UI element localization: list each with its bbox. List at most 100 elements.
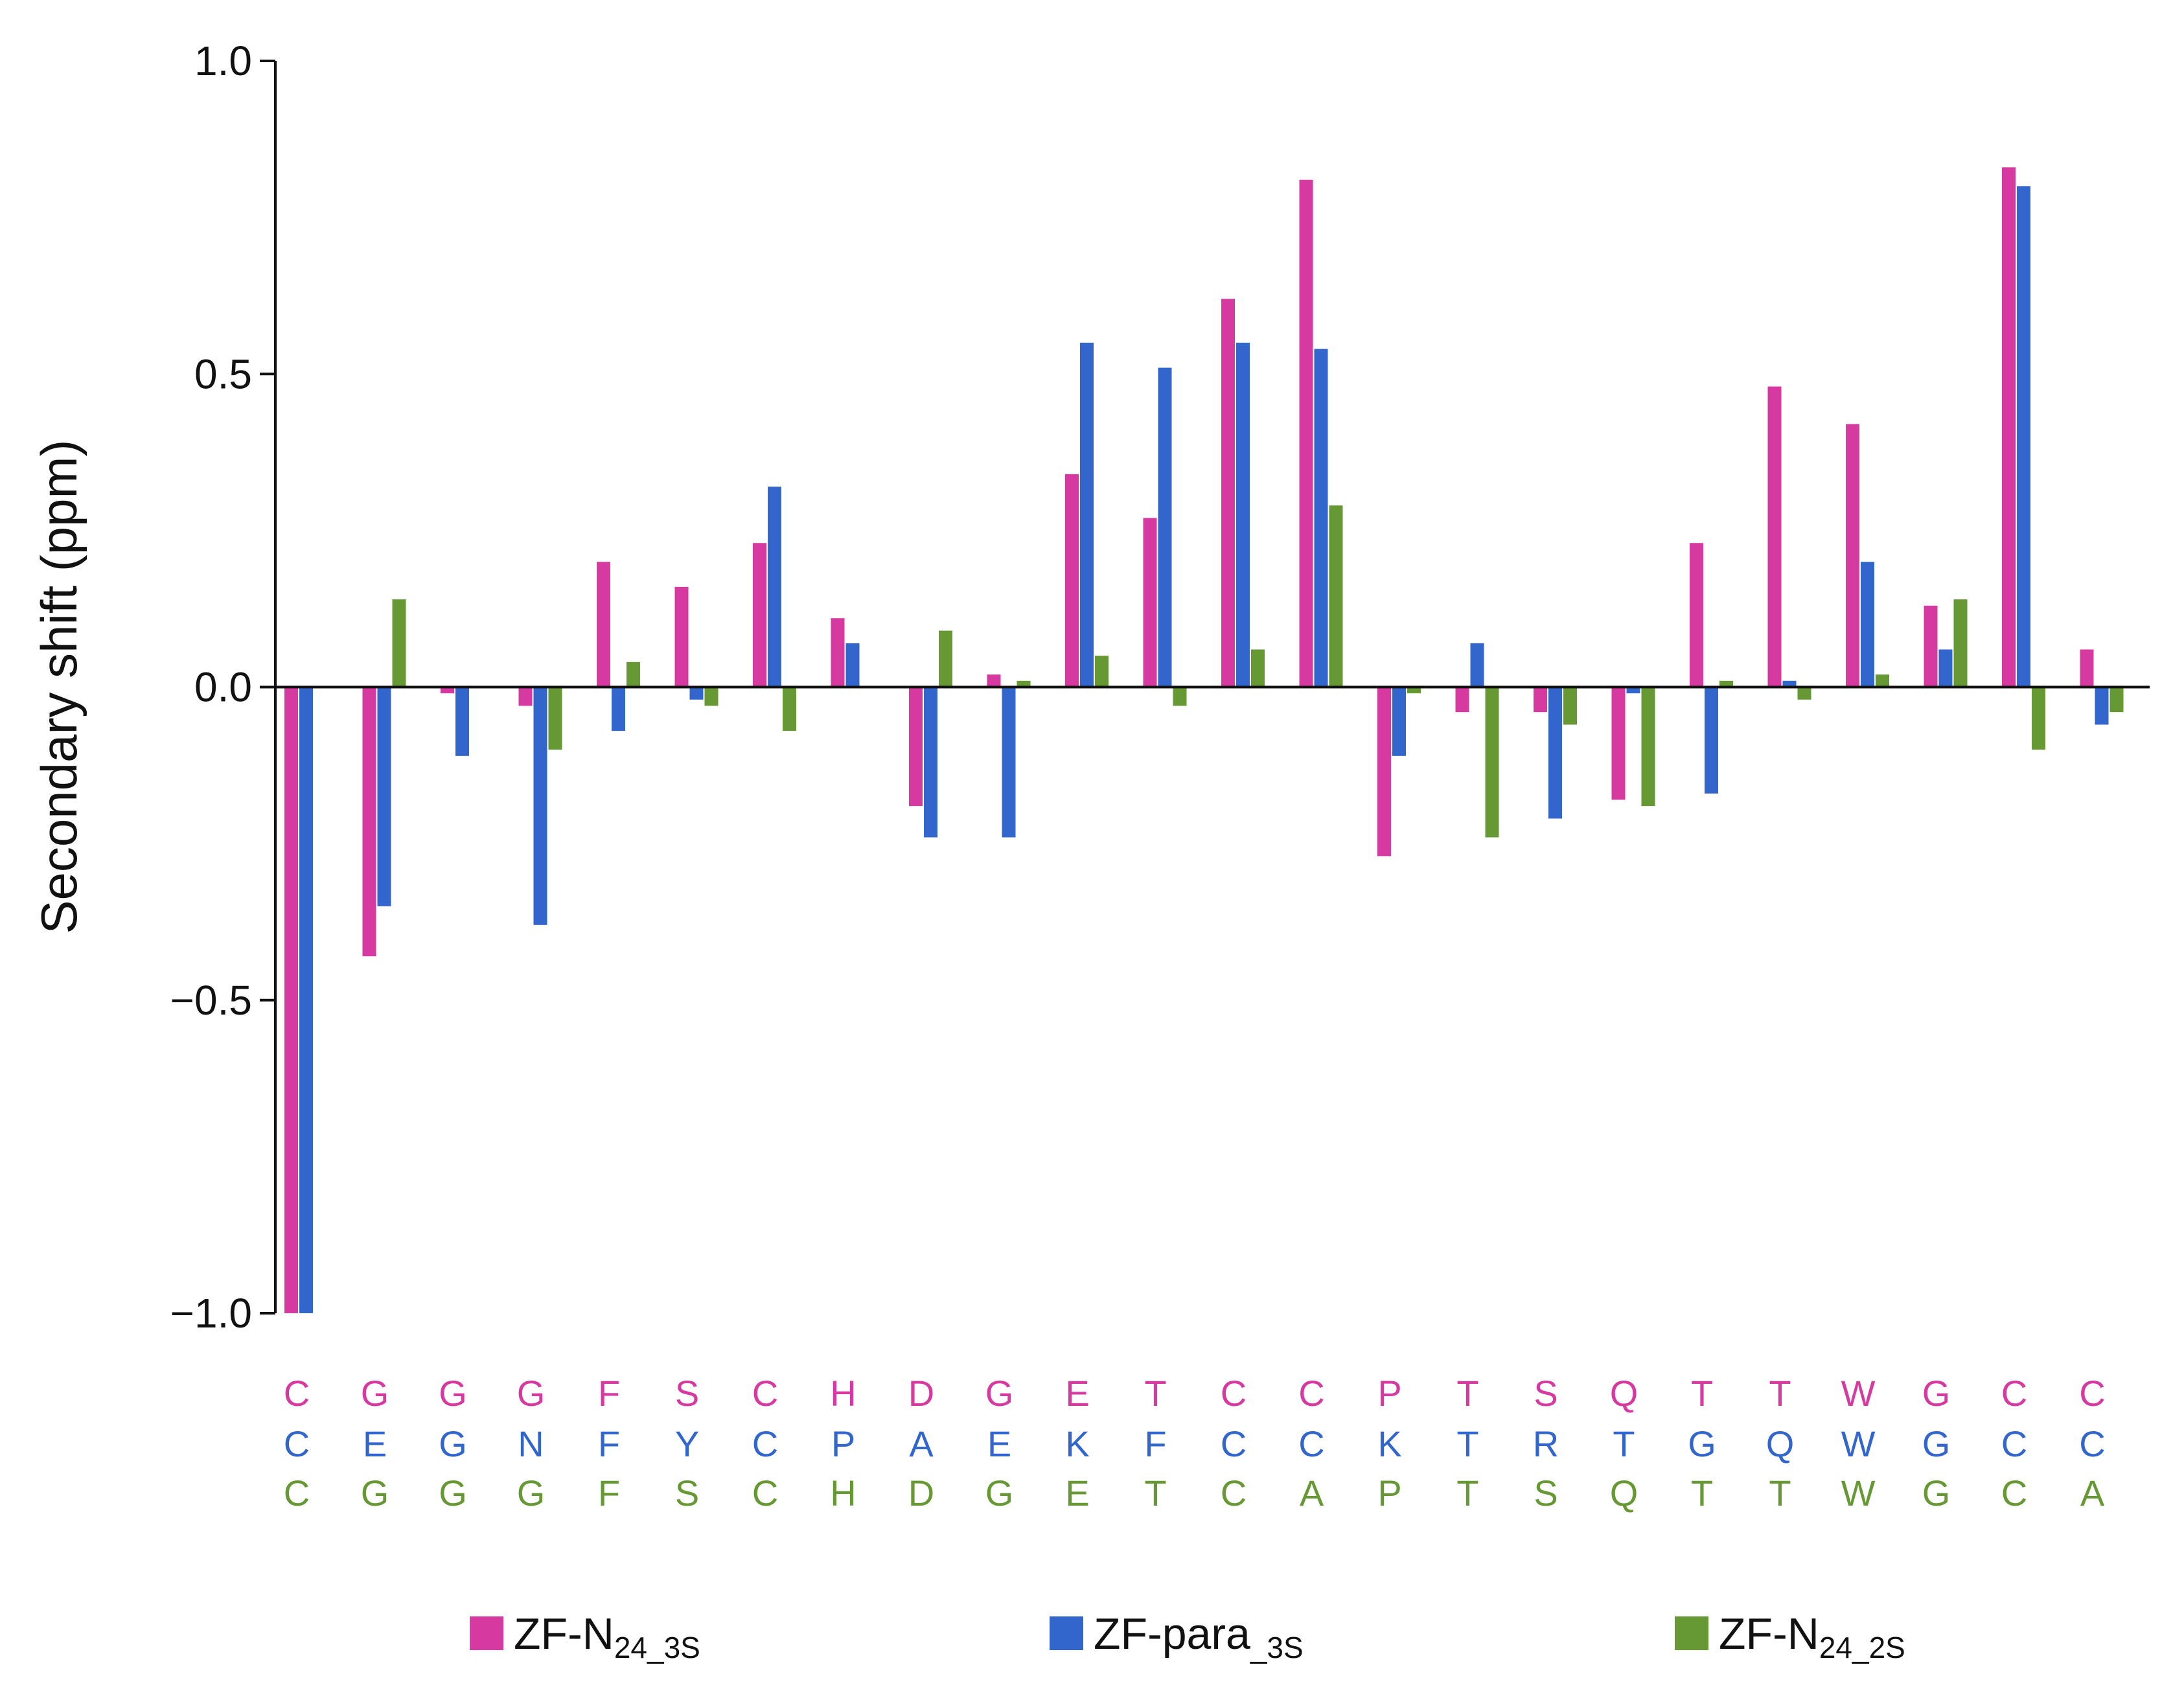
sequence-letter-series1: G: [361, 1373, 389, 1414]
y-axis-title: Secondary shift (ppm): [30, 440, 87, 934]
legend-label: ZF-N24_2S: [1719, 1609, 1905, 1664]
bar-series1: [1455, 687, 1469, 713]
sequence-letter-series2: R: [1533, 1423, 1559, 1464]
bar-series2: [1861, 562, 1874, 687]
sequence-letter-series2: T: [1456, 1423, 1478, 1464]
legend-swatch: [470, 1616, 503, 1650]
bar-series2: [377, 687, 391, 906]
y-tick-label: 1.0: [194, 38, 252, 84]
sequence-letter-series2: W: [1841, 1423, 1876, 1464]
legend-label: ZF-para_3S: [1094, 1609, 1304, 1664]
sequence-letter-series2: E: [987, 1423, 1011, 1464]
bar-series1: [674, 586, 689, 687]
sequence-letter-series3: P: [1377, 1473, 1401, 1513]
sequence-letter-series1: S: [675, 1373, 699, 1414]
bar-series2: [1080, 342, 1094, 687]
bar-series1: [909, 687, 923, 807]
y-tick-label: −0.5: [170, 977, 252, 1024]
bar-series3: [1876, 674, 1889, 687]
bar-series2: [689, 687, 704, 700]
bar-series3: [939, 630, 952, 687]
bar-series3: [704, 687, 718, 706]
sequence-letter-series1: C: [2001, 1373, 2027, 1414]
sequence-letter-series3: G: [517, 1473, 546, 1513]
bar-series2: [1002, 687, 1016, 838]
bar-series1: [1065, 474, 1079, 687]
bar-series2: [1236, 342, 1250, 687]
sequence-letter-series2: F: [598, 1423, 620, 1464]
legend-label-name: ZF-N: [514, 1609, 614, 1659]
sequence-letter-series2: N: [518, 1423, 544, 1464]
sequence-letter-series1: P: [1377, 1373, 1401, 1414]
bar-series2: [1314, 349, 1328, 687]
sequence-letter-series2: Q: [1766, 1423, 1795, 1464]
bar-series1: [1299, 179, 1313, 687]
sequence-letter-series1: H: [830, 1373, 856, 1414]
sequence-letter-series1: G: [1922, 1373, 1951, 1414]
sequence-letter-series1: W: [1841, 1373, 1876, 1414]
bar-series2: [2095, 687, 2109, 725]
bar-series3: [1173, 687, 1187, 706]
sequence-letter-series3: G: [1922, 1473, 1951, 1513]
sequence-letter-series2: Y: [675, 1423, 699, 1464]
legend-label-name: ZF-N: [1719, 1609, 1819, 1659]
sequence-letter-series2: T: [1613, 1423, 1635, 1464]
legend-label-subscript: 24_3S: [614, 1631, 700, 1664]
bar-series2: [845, 643, 860, 687]
legend-label: ZF-N24_3S: [514, 1609, 700, 1664]
bar-series1: [1690, 543, 1703, 687]
sequence-letter-series1: T: [1769, 1373, 1791, 1414]
sequence-letter-series1: C: [752, 1373, 778, 1414]
bar-series3: [2109, 687, 2124, 713]
bar-series1: [753, 543, 766, 687]
bar-series1: [2002, 167, 2016, 687]
sequence-letter-series1: D: [908, 1373, 934, 1414]
y-tick-label: 0.0: [194, 664, 252, 711]
bar-series1: [1611, 687, 1626, 800]
bar-series3: [1251, 649, 1265, 687]
sequence-letter-series2: C: [1221, 1423, 1247, 1464]
bar-series2: [1392, 687, 1406, 756]
bar-series3: [1797, 687, 1811, 700]
legend-swatch: [1050, 1616, 1083, 1650]
sequence-letter-series1: T: [1691, 1373, 1713, 1414]
bar-series2: [1470, 643, 1484, 687]
sequence-letter-series1: T: [1456, 1373, 1478, 1414]
bar-series1: [1924, 605, 1938, 687]
bar-series2: [1158, 367, 1172, 687]
sequence-letter-series1: T: [1144, 1373, 1166, 1414]
sequence-letter-series3: G: [439, 1473, 467, 1513]
sequence-letter-series1: S: [1534, 1373, 1558, 1414]
bar-series1: [518, 687, 533, 706]
bar-series3: [392, 599, 406, 687]
bar-series1: [597, 562, 610, 687]
sequence-letter-series1: Q: [1610, 1373, 1638, 1414]
sequence-letter-series3: C: [284, 1473, 310, 1513]
bar-series2: [455, 687, 469, 756]
bar-series1: [1767, 386, 1782, 687]
sequence-letter-series2: E: [363, 1423, 387, 1464]
legend-label-subscript: 24_2S: [1819, 1631, 1905, 1664]
bar-series3: [1407, 687, 1421, 694]
bar-series1: [441, 687, 454, 694]
sequence-letter-series2: F: [1144, 1423, 1166, 1464]
sequence-letter-series3: F: [598, 1473, 620, 1513]
bar-series3: [1641, 687, 1655, 807]
bar-series3: [1017, 680, 1031, 687]
legend-label-name: ZF-para: [1094, 1609, 1250, 1659]
sequence-letter-series2: C: [2079, 1423, 2105, 1464]
sequence-letter-series3: T: [1769, 1473, 1791, 1513]
bar-series2: [1626, 687, 1640, 694]
bar-series2: [1782, 680, 1797, 687]
sequence-letter-series3: S: [675, 1473, 699, 1513]
sequence-letter-series3: A: [1300, 1473, 1324, 1513]
bar-series1: [1534, 687, 1547, 713]
bar-series2: [612, 687, 625, 731]
sequence-letter-series3: G: [361, 1473, 389, 1513]
sequence-letter-series2: G: [1922, 1423, 1951, 1464]
bar-series3: [1719, 680, 1733, 687]
sequence-letter-series3: Q: [1610, 1473, 1638, 1513]
sequence-letter-series3: E: [1065, 1473, 1089, 1513]
